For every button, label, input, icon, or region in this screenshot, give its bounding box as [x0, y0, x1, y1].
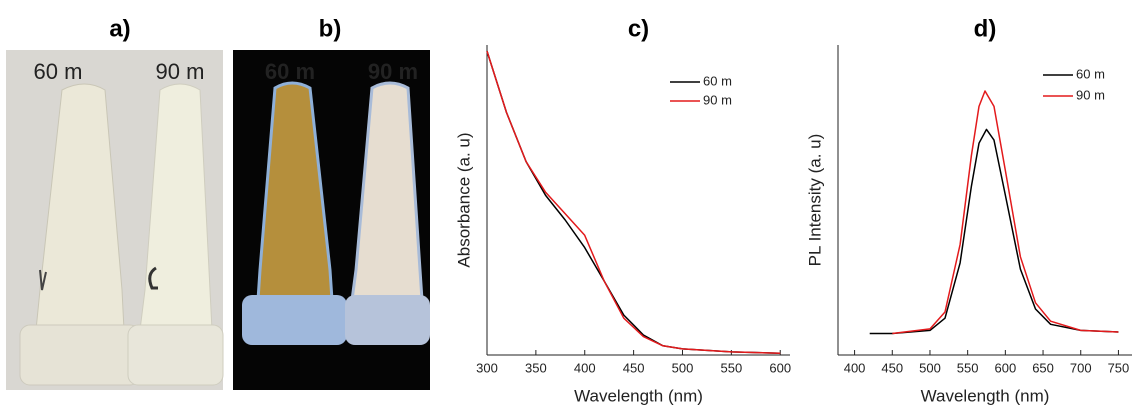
marker: [148, 266, 158, 290]
photo-a: 60 m 90 m a): [6, 15, 224, 390]
data-line: [486, 50, 781, 354]
x-tick-label: 550: [721, 360, 743, 375]
sample-label: 60 m: [265, 59, 315, 84]
x-tick-label: 600: [995, 360, 1017, 375]
x-tick-label: 500: [672, 360, 694, 375]
x-tick-label: 350: [525, 360, 547, 375]
x-tick-label: 550: [957, 360, 979, 375]
legend-label: 90 m: [1076, 87, 1105, 102]
x-axis-title: Wavelength (nm): [574, 386, 703, 405]
tube-cap: [242, 295, 347, 345]
x-tick-label: 400: [844, 360, 866, 375]
panel-label: a): [109, 15, 130, 42]
x-tick-label: 300: [476, 360, 498, 375]
tube-cap: [345, 295, 430, 345]
x-tick-label: 450: [623, 360, 645, 375]
tube-cap: [127, 324, 224, 386]
x-tick-label: 400: [574, 360, 596, 375]
x-tick-label: 650: [1032, 360, 1054, 375]
legend-label: 60 m: [703, 73, 732, 88]
data-line: [869, 128, 1119, 335]
chart: d) 400 450 500 550 600 650 700 750 Wavelength (nm…: [805, 15, 1132, 405]
marker: [39, 269, 47, 291]
data-line: [892, 90, 1119, 335]
sample-label: 60 m: [34, 59, 83, 84]
x-tick-label: 500: [919, 360, 941, 375]
tube-cap: [19, 324, 141, 386]
sample-label: 90 m: [368, 59, 418, 84]
x-tick-label: 450: [881, 360, 903, 375]
data-line: [486, 50, 781, 354]
x-tick-label: 750: [1108, 360, 1130, 375]
photo-b: 60 m 90 m b): [233, 15, 430, 390]
x-tick-label: 600: [769, 360, 791, 375]
x-tick-label: 700: [1070, 360, 1092, 375]
y-axis-title: PL Intensity (a. u): [805, 134, 824, 267]
chart: c) 300 350 400 450 500 550 600 Wavelength (nm) Ab…: [454, 15, 791, 405]
y-axis-title: Absorbance (a. u): [454, 132, 473, 267]
legend-label: 60 m: [1076, 66, 1105, 81]
legend-label: 90 m: [703, 92, 732, 107]
panel-label: d): [974, 15, 997, 42]
panel-label: c): [628, 15, 649, 42]
sample-label: 90 m: [156, 59, 205, 84]
panel-label: b): [319, 15, 342, 42]
x-axis-title: Wavelength (nm): [921, 386, 1050, 405]
